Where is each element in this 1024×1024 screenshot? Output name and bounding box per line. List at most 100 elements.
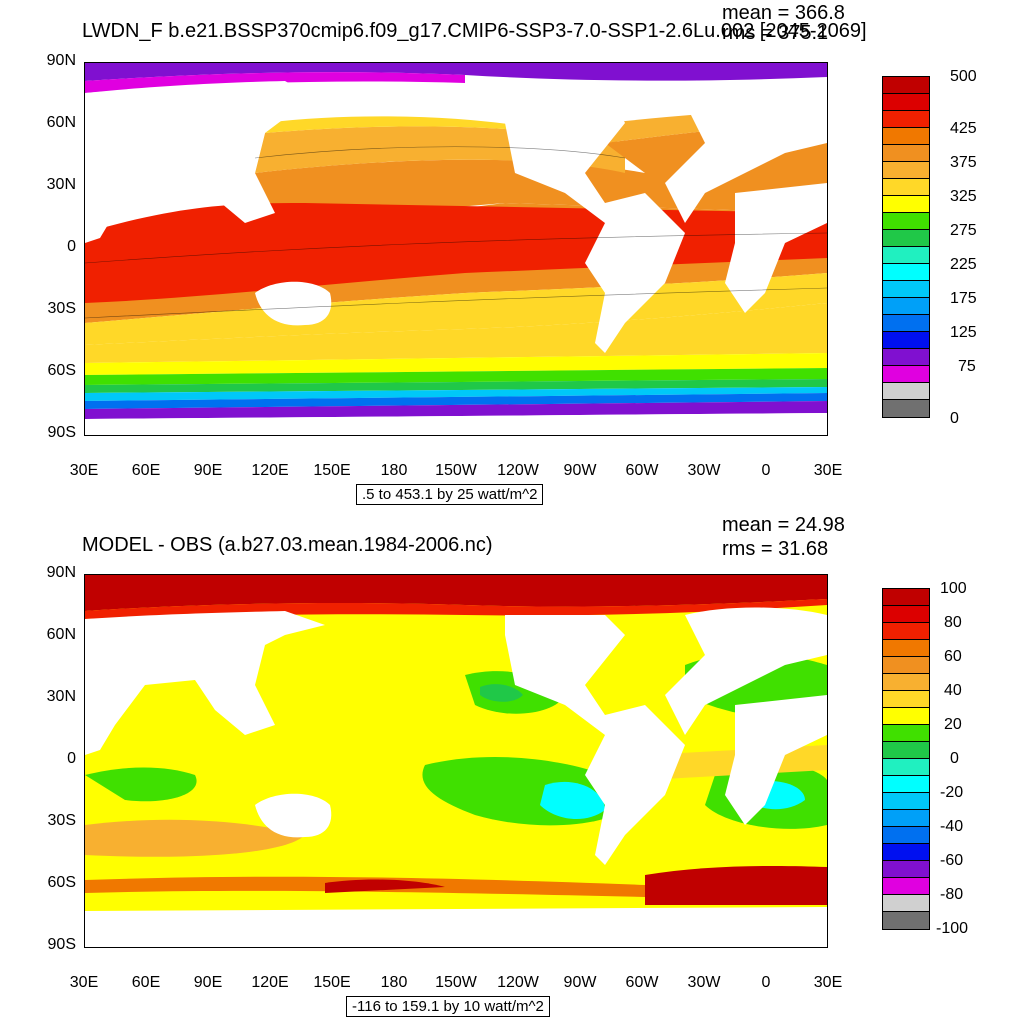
- colorbar-swatch: [883, 264, 929, 281]
- colorbar-label: 0: [950, 750, 959, 767]
- lon-label: 150W: [435, 974, 477, 991]
- lon-label: 30E: [813, 974, 843, 991]
- lon-label: 180: [380, 974, 408, 991]
- colorbar-swatch: [883, 315, 929, 332]
- lon-label: 60E: [131, 974, 161, 991]
- colorbar-swatch: [883, 332, 929, 349]
- colorbar-label: 500: [950, 68, 977, 85]
- colorbar-swatch: [883, 912, 929, 929]
- colorbar-swatch: [883, 640, 929, 657]
- lat-label: 60S: [47, 874, 76, 891]
- lwdn-map-panel: mean = 366.8 LWDN_F b.e21.BSSP370cmip6.f…: [46, 2, 977, 505]
- colorbar-label: 325: [950, 188, 977, 205]
- lat-label: 30N: [46, 176, 76, 193]
- colorbar-label: -100: [936, 920, 969, 937]
- colorbar-swatch: [883, 383, 929, 400]
- colorbar-swatch: [883, 162, 929, 179]
- map-plot-area: [84, 574, 828, 948]
- lat-label: 60N: [46, 114, 76, 131]
- colorbar-swatch: [883, 742, 929, 759]
- colorbar: [882, 76, 930, 418]
- lon-label: 60W: [625, 462, 659, 479]
- colorbar-label: 80: [944, 614, 962, 631]
- mean-stat: mean = 24.98: [722, 514, 845, 536]
- colorbar-label: 125: [950, 324, 977, 341]
- lon-label: 30E: [69, 462, 99, 479]
- colorbar-swatch: [883, 213, 929, 230]
- lon-label: 60E: [131, 462, 161, 479]
- colorbar-swatch: [883, 623, 929, 640]
- colorbar-swatch: [883, 691, 929, 708]
- model-minus-obs-panel: mean = 24.98 MODEL - OBS (a.b27.03.mean.…: [0, 512, 1024, 1024]
- colorbar-swatch: [883, 281, 929, 298]
- colorbar-swatch: [883, 366, 929, 383]
- colorbar-label: 175: [950, 290, 977, 307]
- colorbar-swatch: [883, 895, 929, 912]
- colorbar-swatch: [883, 725, 929, 742]
- colorbar-swatch: [883, 589, 929, 606]
- colorbar-swatch: [883, 179, 929, 196]
- lat-label: 0: [67, 238, 76, 255]
- lon-label: 90W: [563, 462, 597, 479]
- colorbar-swatch: [883, 77, 929, 94]
- colorbar-swatch: [883, 400, 929, 417]
- lon-label: 180: [380, 462, 408, 479]
- colorbar-swatch: [883, 674, 929, 691]
- colorbar-label: 75: [958, 358, 976, 375]
- colorbar-swatch: [883, 247, 929, 264]
- lon-label: 30W: [687, 462, 721, 479]
- colorbar-label: 0: [950, 410, 959, 427]
- lat-label: 90S: [47, 424, 76, 441]
- lat-label: 0: [67, 750, 76, 767]
- lon-label: 0: [761, 974, 771, 991]
- colorbar-swatch: [883, 606, 929, 623]
- colorbar-label: 100: [940, 580, 967, 597]
- lon-label: 90W: [563, 974, 597, 991]
- rms-stat: rms = 375.1: [722, 22, 829, 44]
- contour-info-box: -116 to 159.1 by 10 watt/m^2: [346, 996, 550, 1017]
- lon-label: 150E: [313, 462, 351, 479]
- colorbar-label: -60: [940, 852, 964, 869]
- lon-label: 120W: [497, 462, 539, 479]
- map-title: LWDN_F b.e21.BSSP370cmip6.f09_g17.CMIP6-…: [82, 20, 867, 42]
- colorbar-swatch: [883, 145, 929, 162]
- lat-label: 30S: [47, 812, 76, 829]
- colorbar-swatch: [883, 230, 929, 247]
- colorbar-label: 40: [944, 682, 962, 699]
- colorbar-label: 275: [950, 222, 977, 239]
- lon-label: 90E: [193, 974, 223, 991]
- colorbar-label: 60: [944, 648, 962, 665]
- lon-label: 120E: [251, 974, 289, 991]
- colorbar-swatch: [883, 759, 929, 776]
- colorbar-label: 20: [944, 716, 962, 733]
- lon-label: 30E: [813, 462, 843, 479]
- lat-label: 60S: [47, 362, 76, 379]
- lat-label: 30S: [47, 300, 76, 317]
- map-plot-area: [84, 62, 828, 436]
- map-title: MODEL - OBS (a.b27.03.mean.1984-2006.nc): [82, 534, 493, 556]
- lon-label: 150E: [313, 974, 351, 991]
- colorbar-label: 225: [950, 256, 977, 273]
- colorbar-label: -80: [940, 886, 964, 903]
- lon-label: 150W: [435, 462, 477, 479]
- lat-label: 90N: [46, 564, 76, 581]
- colorbar-swatch: [883, 111, 929, 128]
- colorbar-swatch: [883, 861, 929, 878]
- colorbar-swatch: [883, 810, 929, 827]
- colorbar-swatch: [883, 776, 929, 793]
- colorbar-swatch: [883, 827, 929, 844]
- lon-label: 120W: [497, 974, 539, 991]
- lon-label: 30W: [687, 974, 721, 991]
- colorbar-swatch: [883, 128, 929, 145]
- rms-stat: rms = 31.68: [722, 538, 829, 560]
- colorbar-swatch: [883, 657, 929, 674]
- lon-label: 60W: [625, 974, 659, 991]
- colorbar-label: 375: [950, 154, 977, 171]
- colorbar-swatch: [883, 878, 929, 895]
- lat-label: 30N: [46, 688, 76, 705]
- lat-label: 90S: [47, 936, 76, 953]
- colorbar-label: 425: [950, 120, 977, 137]
- colorbar-swatch: [883, 349, 929, 366]
- colorbar-label: -20: [940, 784, 964, 801]
- colorbar-swatch: [883, 844, 929, 861]
